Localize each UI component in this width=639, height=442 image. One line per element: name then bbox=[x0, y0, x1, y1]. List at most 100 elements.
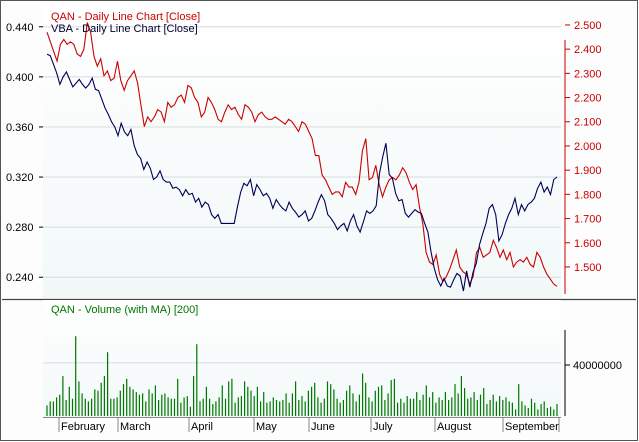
volume-bar bbox=[135, 392, 137, 416]
vba-legend-label: VBA - Daily Line Chart [Close] bbox=[51, 23, 198, 35]
volume-bar bbox=[457, 393, 459, 416]
volume-bar bbox=[362, 373, 364, 416]
right-axis-tick-label: 2.500 bbox=[574, 20, 602, 32]
volume-bar bbox=[537, 409, 539, 416]
volume-bar bbox=[256, 386, 258, 416]
volume-bar bbox=[126, 378, 128, 416]
volume-bar bbox=[234, 402, 236, 416]
volume-bar bbox=[460, 376, 462, 416]
qan-legend-label: QAN - Daily Line Chart [Close] bbox=[51, 11, 200, 23]
volume-panel: QAN - Volume (with MA) [200] 40000000 bbox=[43, 300, 622, 417]
volume-bar bbox=[358, 394, 360, 416]
volume-bar bbox=[307, 390, 309, 416]
left-axis-tick-label: 0.240 bbox=[6, 272, 34, 284]
volume-bar bbox=[489, 400, 491, 416]
volume-bar bbox=[515, 409, 517, 416]
volume-bar bbox=[170, 398, 172, 416]
volume-bar bbox=[269, 401, 271, 416]
volume-bar bbox=[97, 390, 99, 416]
volume-bar bbox=[244, 381, 246, 416]
volume-bar bbox=[291, 393, 293, 416]
volume-bar bbox=[78, 381, 80, 416]
month-label: June bbox=[311, 421, 335, 433]
volume-bar bbox=[56, 397, 58, 416]
volume-bar bbox=[250, 390, 252, 416]
volume-bar bbox=[138, 394, 140, 416]
volume-bar bbox=[221, 385, 223, 416]
volume-bar bbox=[52, 401, 54, 416]
volume-bar bbox=[228, 381, 230, 416]
volume-bar bbox=[336, 398, 338, 416]
volume-bar bbox=[397, 402, 399, 416]
volume-bar bbox=[154, 385, 156, 416]
volume-bar bbox=[483, 388, 485, 416]
month-label: February bbox=[61, 421, 106, 433]
volume-bar bbox=[253, 396, 255, 416]
volume-bar bbox=[400, 398, 402, 416]
volume-bar bbox=[546, 408, 548, 416]
volume-bar bbox=[110, 398, 112, 416]
volume-bar bbox=[387, 393, 389, 416]
volume-bar bbox=[177, 378, 179, 416]
right-axis-tick-label: 2.000 bbox=[574, 141, 602, 153]
volume-bar bbox=[444, 392, 446, 416]
volume-bar bbox=[495, 401, 497, 416]
right-axis: 2.500 2.400 2.300 2.200 2.100 2.000 1.900 1.800… bbox=[565, 20, 602, 274]
volume-bars bbox=[46, 336, 558, 416]
month-label: September bbox=[505, 421, 559, 433]
volume-bar bbox=[81, 393, 83, 416]
volume-bar bbox=[553, 409, 555, 416]
right-axis-tick-label: 2.300 bbox=[574, 68, 602, 80]
volume-bar bbox=[288, 402, 290, 416]
volume-bar bbox=[275, 400, 278, 416]
x-axis-month-labels: February March April May June July August Septe… bbox=[58, 418, 560, 433]
right-axis-tick-label: 1.800 bbox=[574, 189, 602, 201]
volume-bar bbox=[247, 386, 249, 416]
volume-bar bbox=[189, 406, 191, 416]
volume-bar bbox=[342, 400, 344, 416]
volume-bar bbox=[435, 402, 437, 416]
volume-bar bbox=[119, 390, 121, 416]
volume-bar bbox=[540, 404, 542, 416]
volume-bar bbox=[425, 385, 427, 416]
month-label: March bbox=[120, 421, 151, 433]
volume-bar bbox=[164, 393, 166, 416]
volume-bar bbox=[142, 393, 144, 416]
price-gridlines bbox=[43, 26, 561, 278]
volume-axis-tick-label: 40000000 bbox=[573, 360, 622, 372]
right-axis-tick-label: 2.200 bbox=[574, 93, 602, 105]
right-axis-tick-label: 1.500 bbox=[574, 262, 602, 274]
volume-bar bbox=[505, 397, 507, 416]
left-axis: 0.440 0.400 0.360 0.320 0.280 0.240 bbox=[6, 22, 43, 284]
volume-bar bbox=[530, 398, 533, 416]
volume-bar bbox=[556, 404, 558, 416]
volume-bar bbox=[202, 398, 204, 416]
volume-bar bbox=[183, 397, 185, 416]
volume-bar bbox=[199, 401, 201, 416]
volume-bar bbox=[285, 393, 287, 416]
volume-bar bbox=[260, 401, 262, 416]
volume-bar bbox=[320, 402, 322, 416]
volume-bar bbox=[511, 402, 513, 416]
volume-bar bbox=[409, 398, 411, 416]
volume-bar bbox=[527, 408, 529, 416]
volume-bar bbox=[384, 400, 386, 416]
volume-bar bbox=[59, 394, 61, 416]
right-axis-tick-label: 2.400 bbox=[574, 44, 602, 56]
volume-bar bbox=[100, 382, 102, 416]
left-axis-tick-label: 0.440 bbox=[6, 22, 34, 34]
volume-bar bbox=[524, 405, 526, 416]
volume-bar bbox=[393, 378, 395, 416]
volume-bar bbox=[422, 394, 424, 416]
volume-bar bbox=[355, 401, 357, 416]
left-axis-tick-label: 0.360 bbox=[6, 122, 34, 134]
volume-bar bbox=[148, 389, 150, 416]
volume-bar bbox=[231, 378, 233, 416]
volume-bar bbox=[416, 392, 418, 416]
volume-bar bbox=[122, 384, 125, 416]
volume-bar bbox=[218, 397, 220, 416]
volume-bar bbox=[534, 402, 536, 416]
volume-bar bbox=[492, 394, 494, 416]
volume-bar bbox=[390, 380, 392, 416]
volume-bar bbox=[464, 388, 466, 416]
